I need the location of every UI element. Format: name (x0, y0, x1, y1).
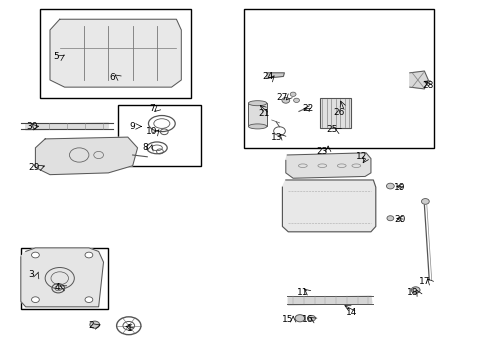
Polygon shape (285, 153, 370, 178)
Bar (118, 105, 201, 166)
Text: 8: 8 (142, 143, 148, 152)
Text: 4: 4 (54, 283, 60, 292)
Text: 15: 15 (281, 315, 292, 324)
Text: 12: 12 (355, 152, 366, 161)
Text: 27: 27 (276, 93, 287, 102)
Text: 9: 9 (129, 122, 135, 131)
Text: 3: 3 (29, 270, 34, 279)
Polygon shape (50, 19, 181, 87)
Bar (40, 9, 191, 98)
Text: 22: 22 (302, 104, 313, 113)
Polygon shape (287, 296, 371, 305)
Circle shape (90, 321, 100, 328)
Circle shape (85, 297, 93, 302)
Text: 11: 11 (297, 288, 308, 297)
Text: 26: 26 (333, 108, 345, 117)
Ellipse shape (248, 124, 266, 129)
Text: 21: 21 (258, 109, 269, 118)
Polygon shape (26, 123, 108, 130)
Circle shape (294, 315, 304, 322)
Text: 14: 14 (345, 308, 356, 317)
Bar (319, 98, 351, 128)
Polygon shape (409, 71, 427, 89)
Text: 28: 28 (422, 81, 433, 90)
Text: 6: 6 (109, 73, 115, 82)
Circle shape (31, 297, 39, 302)
Polygon shape (266, 73, 284, 78)
Text: 20: 20 (394, 215, 405, 224)
Bar (21, 248, 108, 309)
Text: 30: 30 (26, 122, 37, 131)
Text: 10: 10 (146, 127, 158, 136)
Text: 7: 7 (149, 104, 155, 113)
Text: 29: 29 (29, 163, 40, 172)
Ellipse shape (248, 101, 266, 106)
Text: 18: 18 (406, 288, 417, 297)
Text: 13: 13 (271, 132, 282, 141)
Circle shape (289, 92, 295, 96)
Bar (248, 103, 266, 126)
Text: 16: 16 (302, 315, 313, 324)
Text: 25: 25 (325, 126, 337, 135)
Polygon shape (282, 180, 375, 232)
Circle shape (85, 252, 93, 258)
Text: 5: 5 (53, 52, 59, 61)
Circle shape (410, 287, 419, 293)
Text: 23: 23 (316, 147, 327, 156)
Text: 19: 19 (393, 183, 405, 192)
Polygon shape (35, 137, 137, 175)
Polygon shape (21, 248, 103, 307)
Circle shape (293, 98, 299, 103)
Circle shape (386, 216, 393, 221)
Circle shape (282, 98, 289, 103)
Circle shape (307, 315, 315, 321)
Circle shape (386, 183, 393, 189)
Text: 17: 17 (418, 277, 429, 286)
Text: 1: 1 (127, 324, 133, 333)
Text: 24: 24 (262, 72, 273, 81)
Bar (244, 9, 433, 148)
Circle shape (421, 199, 428, 204)
Circle shape (31, 252, 39, 258)
Text: 2: 2 (88, 321, 94, 330)
